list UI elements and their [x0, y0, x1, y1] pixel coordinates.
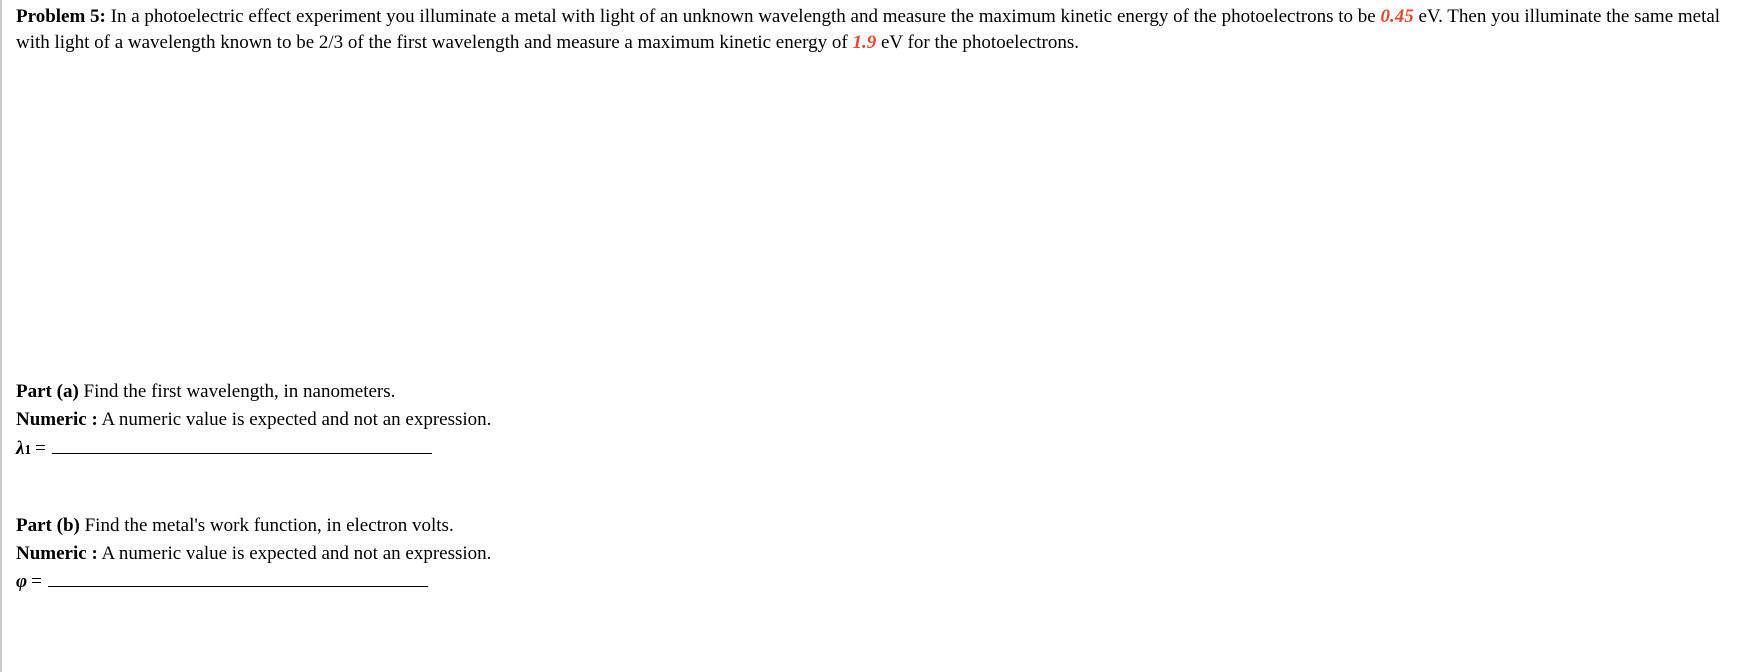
problem-label: Problem 5: — [16, 6, 106, 27]
part-a-answer-blank[interactable] — [52, 435, 432, 454]
part-b-answer-blank[interactable] — [48, 568, 428, 587]
problem-value-2: 1.9 — [852, 32, 876, 53]
vertical-spacer — [16, 59, 1740, 379]
part-b-numeric-text: A numeric value is expected and not an e… — [98, 543, 492, 564]
part-a-label: Part (a) — [16, 381, 79, 402]
problem-text-1: In a photoelectric effect experiment you… — [111, 6, 1381, 27]
part-b-numeric-line: Numeric : A numeric value is expected an… — [16, 541, 1740, 567]
problem-text-3: eV for the photoelectrons. — [876, 32, 1079, 53]
part-b-prompt: Find the metal's work function, in elect… — [80, 515, 454, 536]
part-b-section: Part (b) Find the metal's work function,… — [16, 513, 1740, 595]
part-a-numeric-label: Numeric : — [16, 409, 98, 430]
part-a-equals: = — [35, 436, 46, 462]
part-b-numeric-label: Numeric : — [16, 543, 98, 564]
part-b-equals: = — [31, 569, 42, 595]
part-a-numeric-line: Numeric : A numeric value is expected an… — [16, 407, 1740, 433]
part-a-prompt: Find the first wavelength, in nanometers… — [79, 381, 396, 402]
part-a-subscript: 1 — [24, 441, 31, 459]
part-b-variable: φ — [16, 569, 27, 595]
problem-statement: Problem 5: In a photoelectric effect exp… — [16, 4, 1740, 55]
part-a-numeric-text: A numeric value is expected and not an e… — [98, 409, 492, 430]
part-a-prompt-line: Part (a) Find the first wavelength, in n… — [16, 379, 1740, 405]
part-b-answer-line: φ = — [16, 568, 1740, 595]
part-b-prompt-line: Part (b) Find the metal's work function,… — [16, 513, 1740, 539]
part-b-label: Part (b) — [16, 515, 80, 536]
problem-value-1: 0.45 — [1380, 6, 1413, 27]
part-a-variable: λ — [16, 436, 24, 462]
part-a-section: Part (a) Find the first wavelength, in n… — [16, 379, 1740, 461]
part-a-answer-line: λ1 = — [16, 435, 1740, 462]
